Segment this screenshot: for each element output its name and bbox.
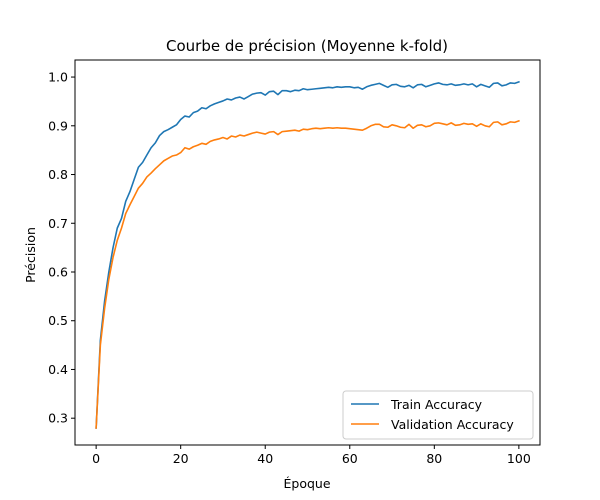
- x-tick-label: 40: [257, 451, 273, 466]
- x-axis-label: Époque: [283, 476, 330, 491]
- y-tick-label: 0.8: [48, 167, 68, 182]
- plot-area: [74, 59, 541, 446]
- y-axis-ticks: 0.3 0.4 0.5 0.6 0.7 0.8 0.9 1.0: [48, 70, 75, 426]
- x-tick-label: 80: [426, 451, 442, 466]
- legend-label-train: Train Accuracy: [390, 397, 483, 412]
- y-axis-label: Précision: [23, 227, 38, 283]
- y-tick-label: 0.4: [48, 362, 68, 377]
- y-tick-label: 0.7: [48, 216, 68, 231]
- legend: Train Accuracy Validation Accuracy: [342, 390, 534, 440]
- train-accuracy-line: [95, 80, 520, 429]
- x-tick-label: 20: [173, 451, 189, 466]
- x-tick-label: 0: [92, 451, 100, 466]
- y-tick-label: 0.9: [48, 118, 68, 133]
- x-tick-label: 60: [342, 451, 358, 466]
- x-tick-label: 100: [507, 451, 531, 466]
- y-tick-label: 0.3: [48, 411, 68, 426]
- y-tick-label: 0.5: [48, 313, 68, 328]
- validation-accuracy-line: [95, 119, 520, 429]
- series-layer: [95, 80, 520, 429]
- legend-box: [342, 390, 534, 440]
- chart-title: Courbe de précision (Moyenne k-fold): [166, 37, 448, 55]
- x-axis-ticks: 0 20 40 60 80 100: [92, 445, 531, 466]
- y-tick-label: 0.6: [48, 264, 68, 279]
- legend-label-validation: Validation Accuracy: [391, 417, 514, 432]
- y-tick-label: 1.0: [48, 70, 68, 85]
